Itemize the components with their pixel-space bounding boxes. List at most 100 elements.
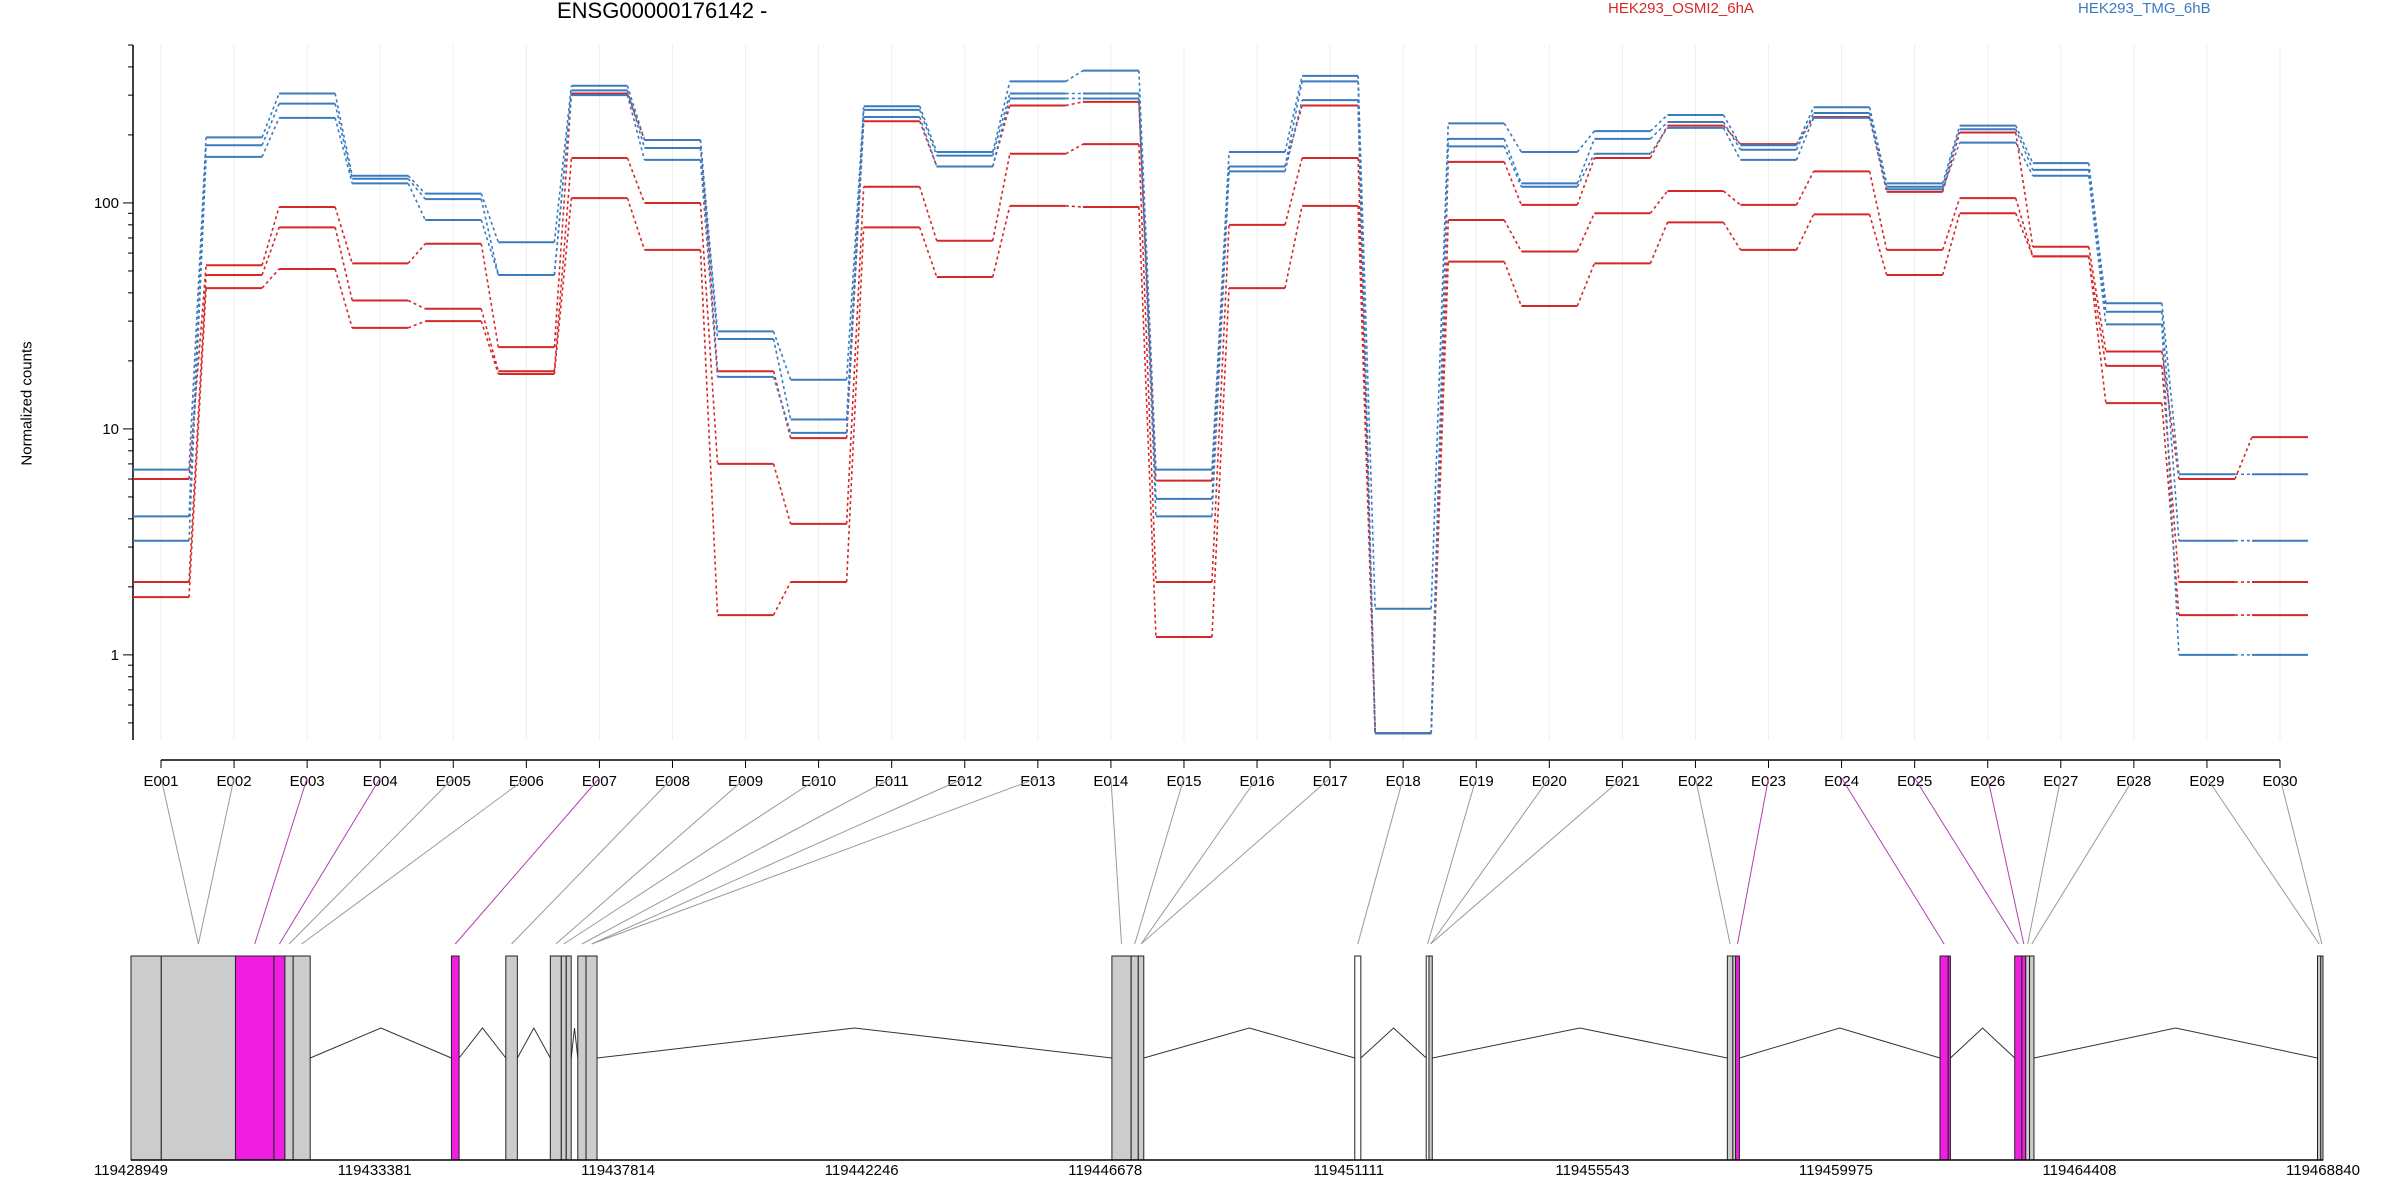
x-tick-label: E023 <box>1751 773 1786 790</box>
series-connector <box>1649 127 1669 155</box>
series-connector <box>1795 117 1815 161</box>
series-connector <box>991 105 1011 167</box>
series-connector <box>1941 125 1961 184</box>
series-connector <box>188 137 207 470</box>
series-connector <box>480 193 500 243</box>
gene-coordinate-label: 119437814 <box>581 1162 655 1179</box>
intron-line <box>309 1027 452 1059</box>
series-connector <box>918 186 938 242</box>
gene-coordinate-label: 119468840 <box>2286 1162 2360 1179</box>
exon-link-line <box>1430 777 1550 945</box>
series-connector <box>626 94 646 161</box>
exon-link-line <box>2031 777 2135 945</box>
exon-link-line <box>197 777 235 945</box>
x-tick-label: E012 <box>947 773 982 790</box>
x-tick-label: E010 <box>801 773 836 790</box>
series-connector <box>1868 117 1888 190</box>
series-connector <box>1065 101 1084 107</box>
series-connector <box>1868 171 1888 251</box>
series-connector <box>188 156 207 541</box>
legend-entry-osmi2: HEK293_OSMI2_6hA <box>1608 0 1754 17</box>
series-connector <box>1941 197 1961 251</box>
exon-link-line <box>160 777 199 945</box>
x-tick-label: E015 <box>1166 773 1201 790</box>
exon-box <box>2029 955 2035 1161</box>
series-connector <box>2161 403 2180 616</box>
series-connector <box>1430 146 1450 734</box>
series-connector <box>1503 138 1523 184</box>
x-tick-label: E001 <box>143 773 178 790</box>
intron-line <box>1143 1027 1355 1059</box>
exon-link-line <box>1134 777 1185 945</box>
exon-box <box>292 955 311 1161</box>
series-connector <box>2161 303 2180 475</box>
exon-link-line <box>254 777 308 945</box>
series-connector <box>407 178 426 200</box>
series-connector <box>334 103 353 179</box>
intron-line <box>1432 1027 1728 1059</box>
series-connector <box>1503 261 1523 307</box>
x-tick-label: E016 <box>1240 773 1275 790</box>
exon-link-line <box>1140 777 1258 945</box>
exon-box <box>505 955 518 1161</box>
series-connector <box>1576 153 1596 188</box>
series-connector <box>1138 70 1157 470</box>
series-connector <box>1503 122 1522 153</box>
intron-line <box>1739 1027 1941 1059</box>
exon-box <box>273 955 286 1161</box>
series-connector <box>1795 112 1815 151</box>
series-connector <box>1576 212 1596 252</box>
series-connector <box>699 249 719 616</box>
series-connector <box>699 159 719 377</box>
series-connector <box>1941 132 1961 193</box>
exon-box <box>585 955 598 1161</box>
exon-link-line <box>563 777 819 945</box>
y-tick-label: 100 <box>94 195 119 212</box>
exon-box <box>234 955 275 1161</box>
exon-box <box>1130 955 1139 1161</box>
exon-link-line <box>1914 777 2019 945</box>
series-connector <box>2234 436 2253 480</box>
exon-link-line <box>454 777 600 945</box>
intron-line <box>458 1027 507 1059</box>
series-connector <box>991 153 1011 241</box>
exon-box <box>2021 955 2027 1161</box>
series-connector <box>1722 127 1742 161</box>
exon-box <box>2025 955 2031 1161</box>
series-connector <box>1795 170 1815 206</box>
exon-link-line <box>591 777 965 945</box>
series-connector <box>2161 351 2180 480</box>
exon-box <box>160 955 236 1161</box>
exon-link-line <box>1694 777 1731 945</box>
exon-box <box>450 955 460 1161</box>
series-connector <box>1065 69 1084 83</box>
series-connector <box>553 85 573 243</box>
series-connector <box>1138 98 1157 517</box>
gene-coordinate-label: 119451111 <box>1313 1162 1384 1179</box>
exon-link-line <box>1427 777 1477 945</box>
series-connector <box>626 90 646 149</box>
gene-coordinate-label: 119442246 <box>825 1162 899 1179</box>
series-connector <box>699 202 719 464</box>
x-tick-label: E009 <box>728 773 763 790</box>
series-connector <box>1795 106 1815 146</box>
series-connector <box>261 206 280 266</box>
series-connector <box>1284 205 1303 289</box>
exon-box <box>1939 955 1949 1161</box>
y-tick-label: 10 <box>102 421 119 438</box>
exon-box <box>284 955 294 1161</box>
series-connector <box>1649 222 1669 264</box>
series-connector <box>1941 213 1961 276</box>
exon-link-line <box>301 777 527 945</box>
exon-link-line <box>1140 777 1331 945</box>
y-tick-label: 1 <box>111 647 119 664</box>
series-connector <box>772 581 792 616</box>
exon-link-line <box>1987 777 2025 945</box>
series-connector <box>2015 142 2034 177</box>
intron-line <box>1950 1027 2016 1059</box>
x-tick-label: E017 <box>1313 773 1348 790</box>
x-tick-label: E013 <box>1020 773 1055 790</box>
series-connector <box>626 197 646 251</box>
exon-box <box>1735 955 1740 1161</box>
gene-coordinate-label: 119459975 <box>1799 1162 1873 1179</box>
